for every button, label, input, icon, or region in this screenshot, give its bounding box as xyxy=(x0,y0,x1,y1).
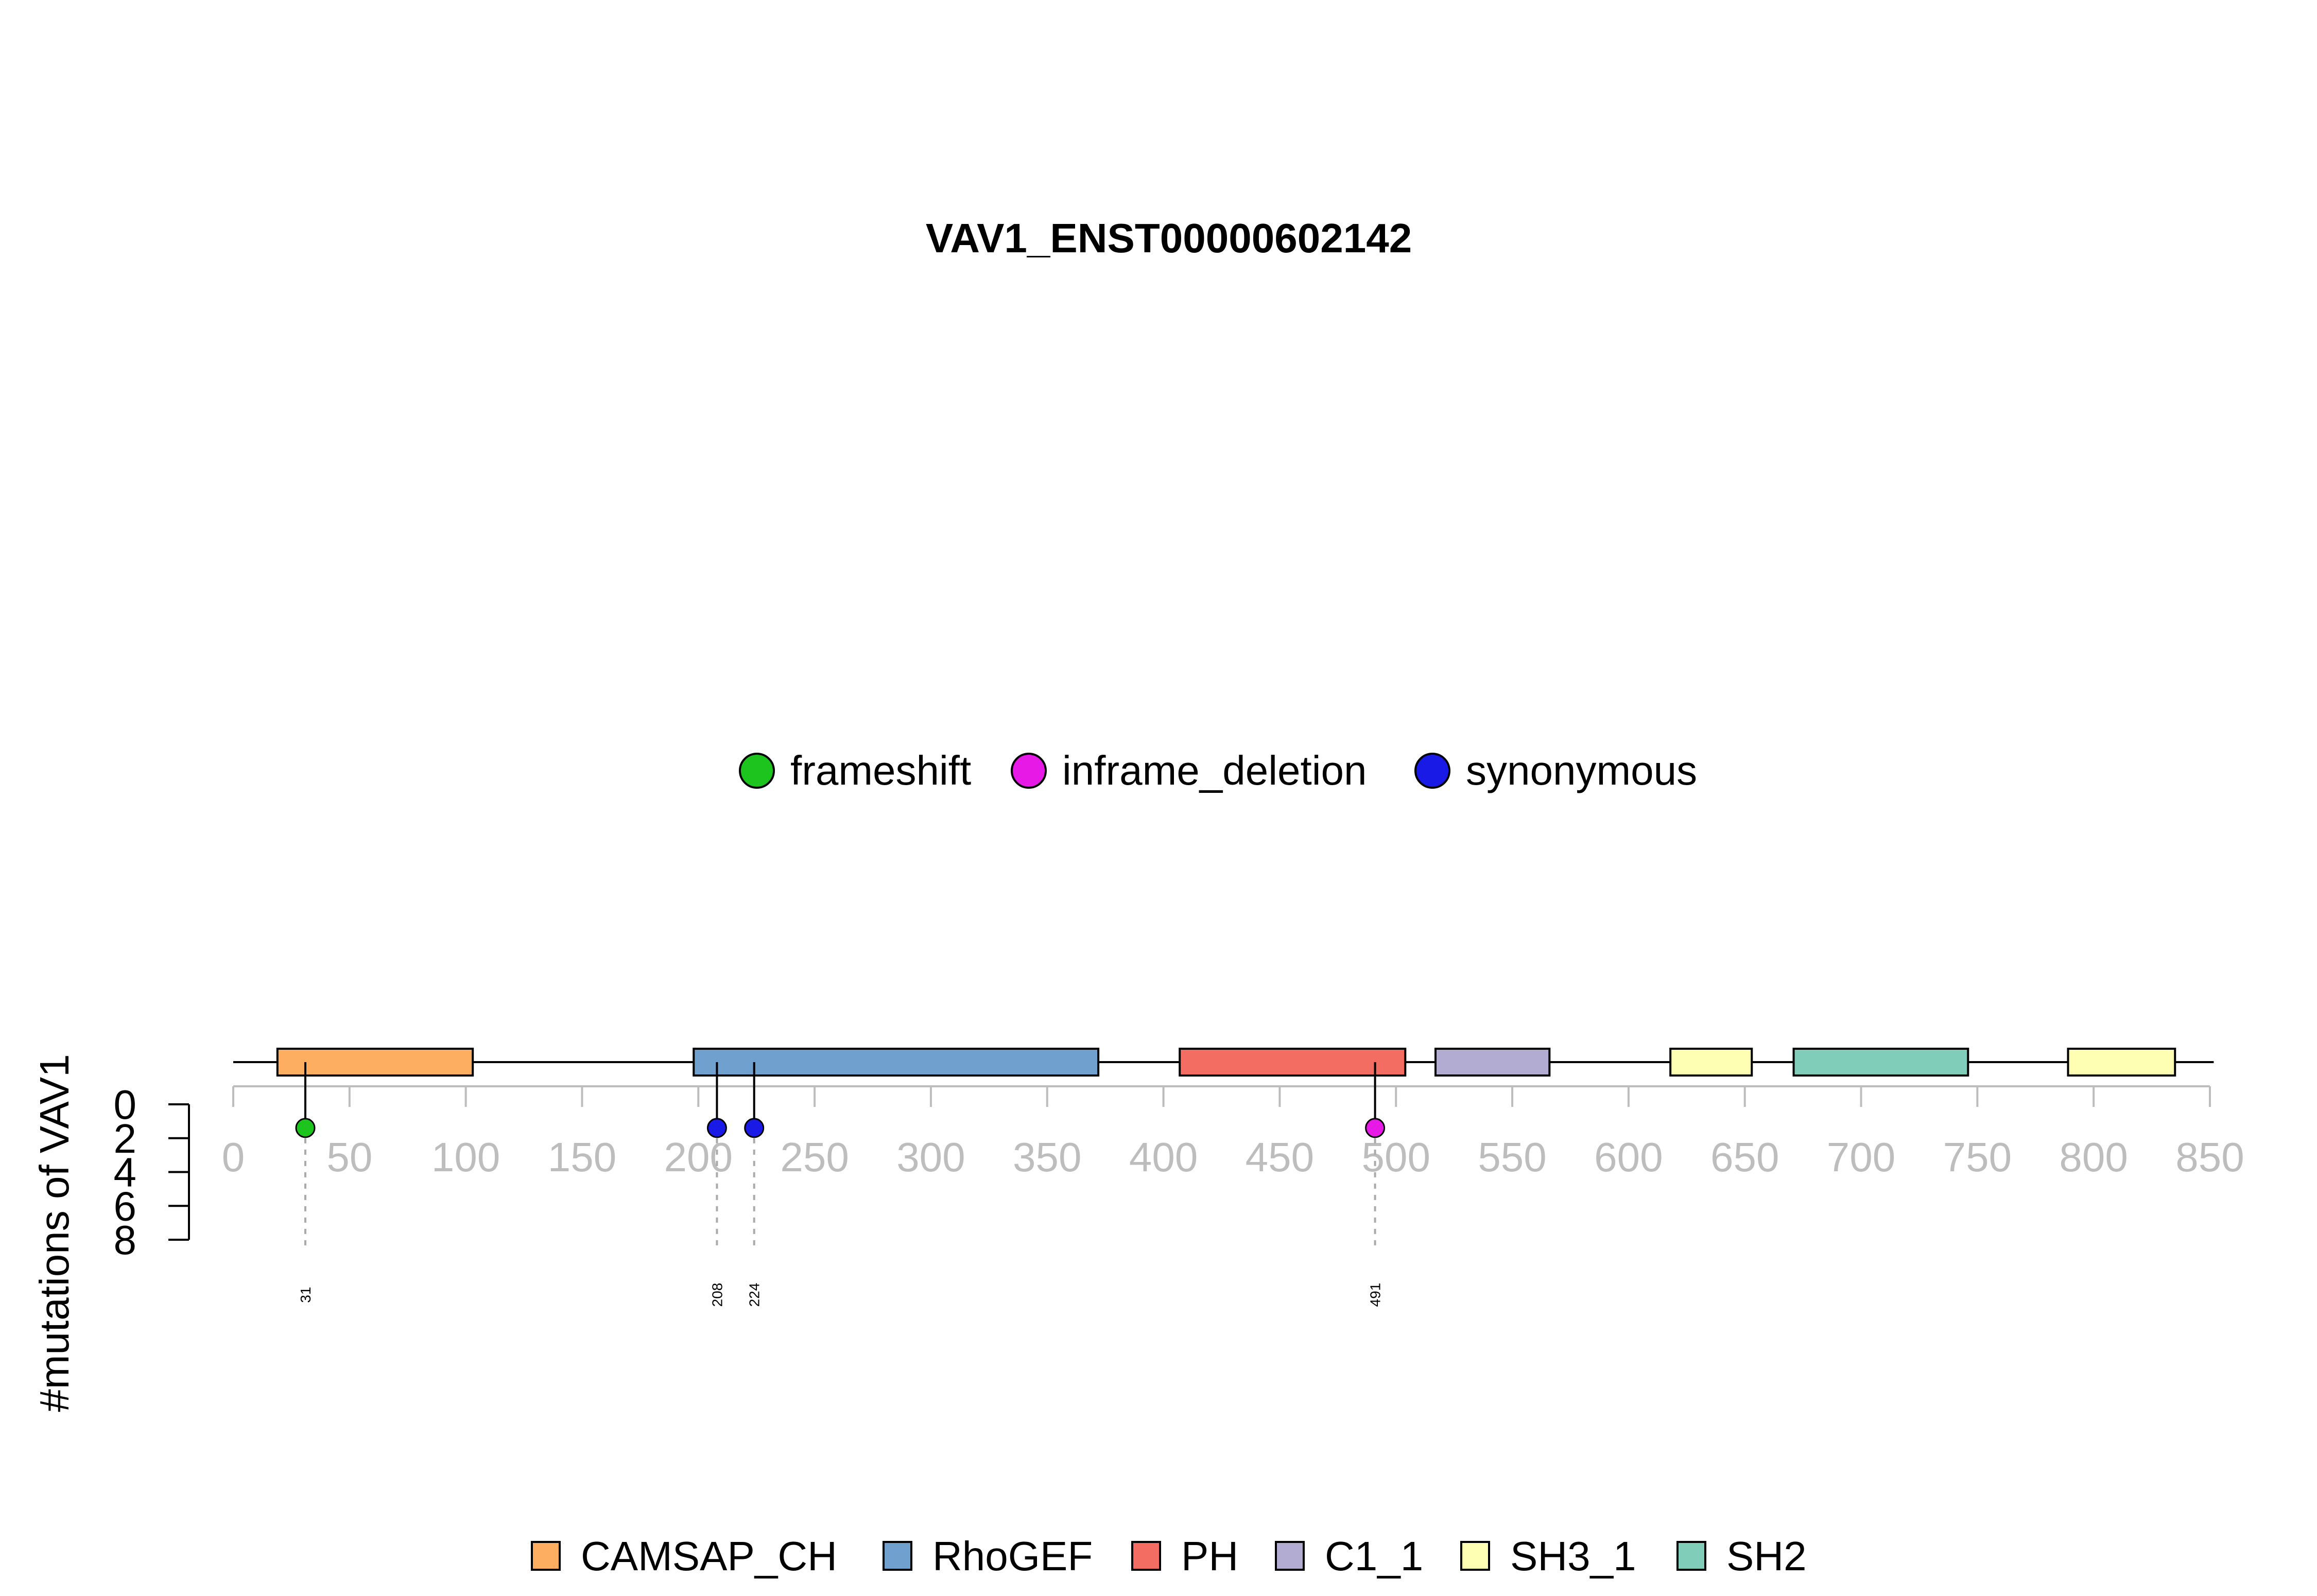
x-tick-label: 700 xyxy=(1827,1134,1895,1180)
x-tick-label: 800 xyxy=(2059,1134,2128,1180)
domain-legend-item: CAMSAP_CH xyxy=(531,1533,837,1579)
x-tick-label: 200 xyxy=(664,1134,733,1180)
legend-label: CAMSAP_CH xyxy=(581,1533,837,1579)
legend-label: synonymous xyxy=(1466,748,1697,793)
y-tick-label: 8 xyxy=(114,1217,137,1263)
mutation-legend: frameshift inframe_deletion synonymous xyxy=(739,748,1697,793)
plot-area: 0 50 100 150 200 250 300 350 400 450 500 550 600 650 7… xyxy=(114,1048,2244,1307)
x-tick-label: 300 xyxy=(896,1134,965,1180)
domain-legend-item: PH xyxy=(1131,1533,1238,1579)
legend-label: SH3_1 xyxy=(1510,1533,1636,1579)
x-tick-label: 650 xyxy=(1710,1134,1779,1180)
mutation-208: 208 xyxy=(706,1062,727,1307)
x-tick-label: 600 xyxy=(1594,1134,1663,1180)
chart-title: VAV1_ENST00000602142 xyxy=(926,215,1412,261)
x-tick-label: 850 xyxy=(2175,1134,2244,1180)
x-tick-label: 100 xyxy=(431,1134,500,1180)
mutation-legend-item: synonymous xyxy=(1414,748,1697,793)
x-tick-label: 450 xyxy=(1246,1134,1314,1180)
x-tick-label: 250 xyxy=(780,1134,849,1180)
x-tick-label: 0 xyxy=(222,1134,245,1180)
mutation-491: 491 xyxy=(1365,1062,1386,1307)
domain-c1-1-3 xyxy=(1434,1048,1551,1077)
legend-swatch xyxy=(883,1541,912,1571)
x-tick-label: 350 xyxy=(1013,1134,1081,1180)
legend-label: PH xyxy=(1181,1533,1238,1579)
y-tick-label: 6 xyxy=(114,1183,137,1229)
legend-marker xyxy=(1414,753,1450,789)
domain-sh3-1-4 xyxy=(1669,1048,1753,1077)
domain-legend-item: C1_1 xyxy=(1275,1533,1423,1579)
domain-legend-item: SH3_1 xyxy=(1460,1533,1636,1579)
legend-swatch xyxy=(531,1541,561,1571)
domain-sh3-1-6 xyxy=(2067,1048,2176,1077)
y-axis-label: #mutations of VAV1 xyxy=(31,1054,77,1412)
mutation-position-label: 491 xyxy=(1368,1283,1384,1307)
legend-swatch xyxy=(1131,1541,1161,1571)
mutation-marker xyxy=(1365,1118,1386,1138)
domain-rhogef-1 xyxy=(693,1048,1100,1077)
x-tick-label: 750 xyxy=(1943,1134,2012,1180)
mutation-position-label: 208 xyxy=(709,1283,725,1307)
legend-marker xyxy=(739,753,775,789)
mutation-legend-item: inframe_deletion xyxy=(1011,748,1367,793)
legend-label: RhoGEF xyxy=(932,1533,1093,1579)
mutation-marker xyxy=(706,1118,727,1138)
mutation-position-label: 224 xyxy=(747,1283,763,1307)
mutation-position-label: 31 xyxy=(298,1287,314,1303)
legend-swatch xyxy=(1275,1541,1305,1571)
domain-camsap-ch-0 xyxy=(276,1048,474,1077)
mutation-marker xyxy=(744,1118,765,1138)
legend-label: SH2 xyxy=(1726,1533,1807,1579)
x-tick-label: 500 xyxy=(1361,1134,1430,1180)
x-tick-label: 400 xyxy=(1129,1134,1198,1180)
y-tick-label: 2 xyxy=(114,1116,137,1161)
mutation-marker xyxy=(295,1118,316,1138)
mutation-31: 31 xyxy=(295,1062,316,1303)
domain-sh2-5 xyxy=(1792,1048,1969,1077)
legend-marker xyxy=(1011,753,1047,789)
x-tick-label: 550 xyxy=(1478,1134,1546,1180)
x-axis: 0 50 100 150 200 250 300 350 400 450 500 550 600 650 7… xyxy=(222,1085,2244,1180)
legend-label: inframe_deletion xyxy=(1062,748,1367,793)
domain-legend: CAMSAP_CH RhoGEF PH C1_1 SH3_1 SH2 xyxy=(531,1533,1807,1579)
domain-legend-item: SH2 xyxy=(1676,1533,1807,1579)
y-tick-label: 0 xyxy=(114,1082,137,1127)
legend-swatch xyxy=(1676,1541,1706,1571)
x-tick-label: 50 xyxy=(326,1134,372,1180)
legend-label: frameshift xyxy=(790,748,971,793)
legend-swatch xyxy=(1460,1541,1490,1571)
y-tick-label: 4 xyxy=(114,1150,137,1195)
domain-legend-item: RhoGEF xyxy=(883,1533,1093,1579)
domain-ph-2 xyxy=(1179,1048,1407,1077)
x-tick-label: 150 xyxy=(548,1134,616,1180)
mutation-legend-item: frameshift xyxy=(739,748,971,793)
legend-label: C1_1 xyxy=(1325,1533,1423,1579)
mutation-224: 224 xyxy=(744,1062,765,1307)
